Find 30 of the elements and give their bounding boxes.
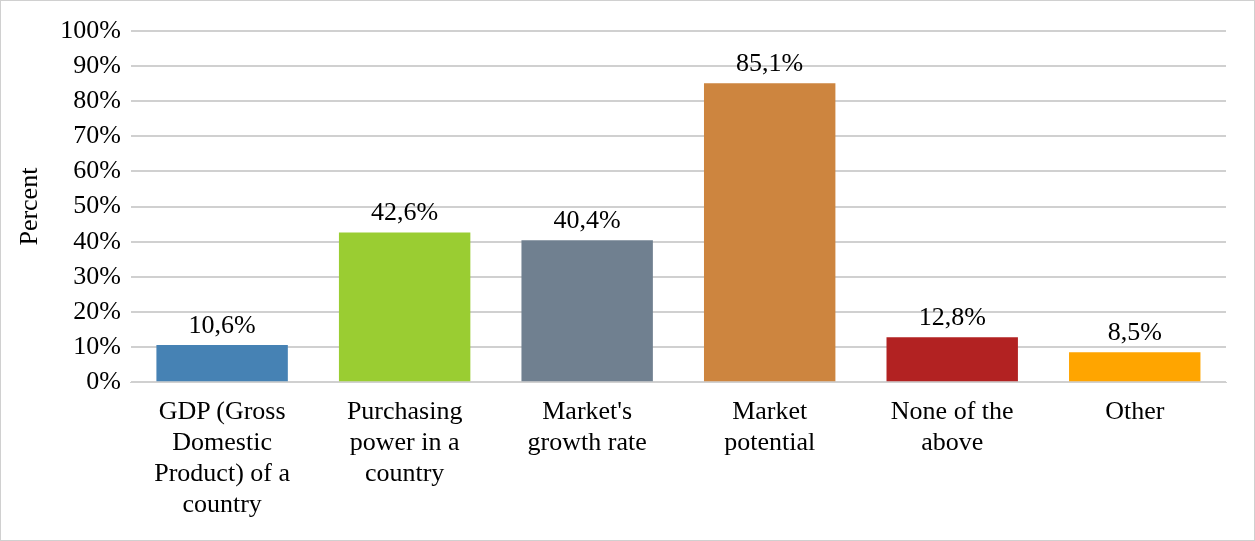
data-label: 42,6% bbox=[371, 197, 439, 227]
x-tick-label: Market's growth rate bbox=[527, 395, 647, 456]
bar bbox=[886, 337, 1018, 382]
y-tick-label: 10% bbox=[73, 330, 121, 360]
data-label: 40,4% bbox=[553, 205, 621, 235]
bar bbox=[521, 240, 653, 382]
data-label: 8,5% bbox=[1107, 317, 1162, 347]
data-label: 10,6% bbox=[188, 309, 256, 339]
y-tick-label: 90% bbox=[73, 49, 121, 79]
y-tick-label: 20% bbox=[73, 295, 121, 325]
y-tick-label: 80% bbox=[73, 85, 121, 115]
y-tick-label: 60% bbox=[73, 155, 121, 185]
x-tick-label: Other bbox=[1105, 395, 1165, 425]
bar bbox=[156, 344, 288, 382]
y-tick-label: 50% bbox=[73, 190, 121, 220]
y-tick-label: 70% bbox=[73, 120, 121, 150]
x-tick-label: Purchasing power in a country bbox=[346, 395, 463, 488]
y-tick-label: 0% bbox=[86, 366, 121, 396]
y-tick-label: 40% bbox=[73, 225, 121, 255]
y-tick-label: 30% bbox=[73, 260, 121, 290]
data-label: 85,1% bbox=[736, 48, 804, 78]
y-axis-title: Percent bbox=[14, 166, 44, 246]
bar bbox=[1069, 352, 1201, 382]
bar bbox=[703, 83, 836, 382]
y-tick-label: 100% bbox=[60, 14, 121, 44]
x-tick-label: Market potential bbox=[724, 395, 816, 456]
x-tick-label: None of the above bbox=[890, 395, 1014, 456]
x-tick-label: GDP (Gross Domestic Product) of a country bbox=[154, 395, 291, 519]
bar bbox=[338, 232, 471, 382]
data-label: 12,8% bbox=[918, 302, 986, 332]
